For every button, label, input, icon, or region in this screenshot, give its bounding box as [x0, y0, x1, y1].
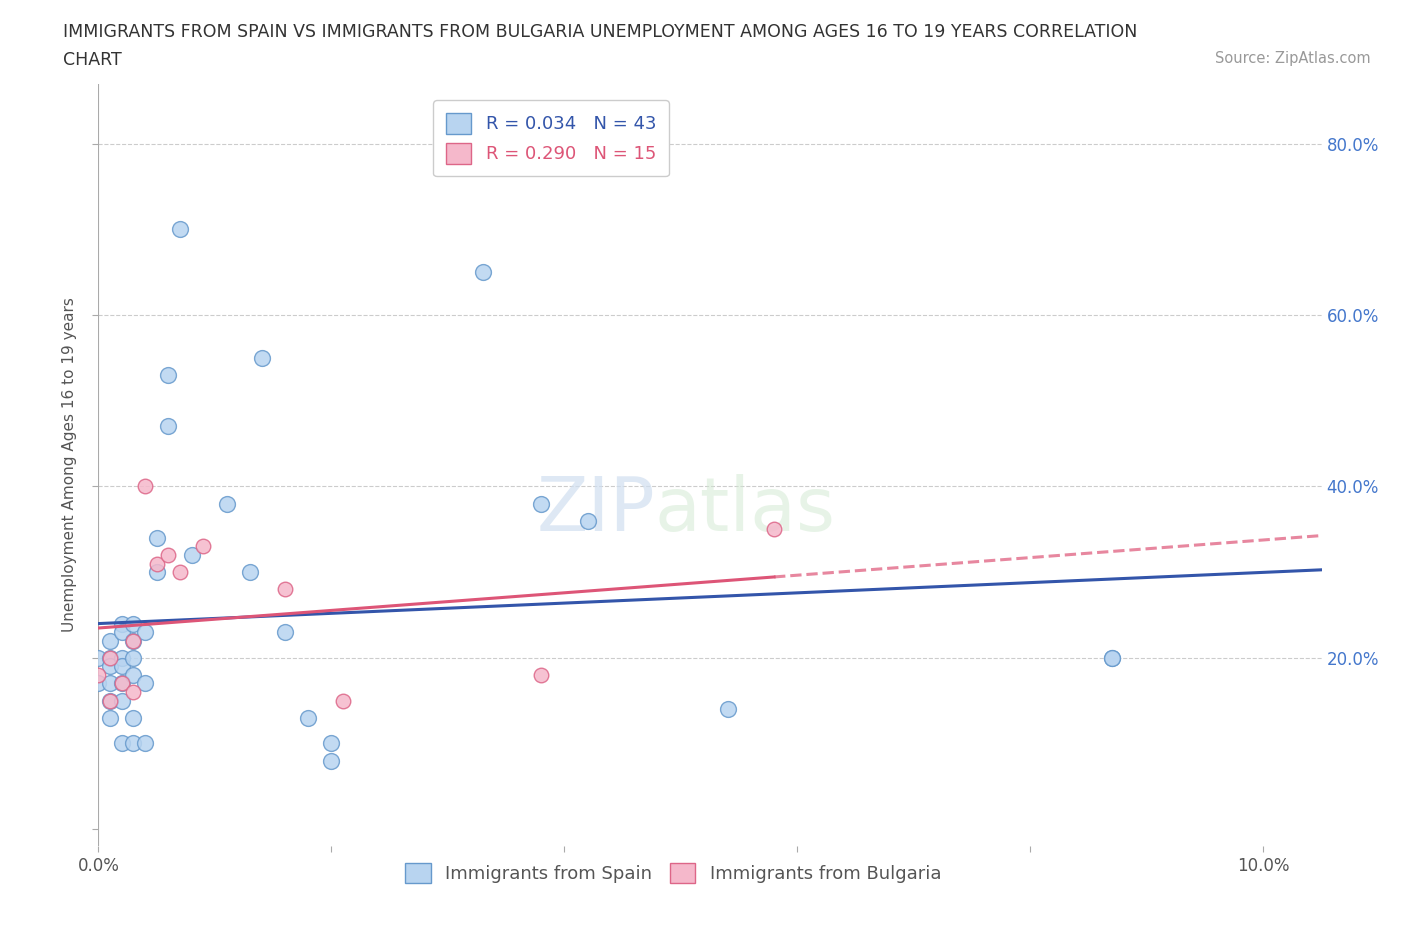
Point: [250, 351, 273, 365]
Point: [134, 676, 156, 691]
Point: [111, 616, 134, 631]
Point: [111, 650, 134, 665]
Point: [122, 633, 145, 648]
Point: [169, 222, 191, 237]
Point: [98, 711, 121, 725]
Point: [530, 668, 553, 683]
Point: [111, 676, 134, 691]
Point: [122, 650, 145, 665]
Point: [122, 711, 145, 725]
Point: [122, 736, 145, 751]
Point: [98, 693, 121, 708]
Point: [145, 556, 167, 571]
Point: [87, 668, 110, 683]
Text: Source: ZipAtlas.com: Source: ZipAtlas.com: [1215, 51, 1371, 66]
Point: [134, 736, 156, 751]
Point: [297, 711, 319, 725]
Text: IMMIGRANTS FROM SPAIN VS IMMIGRANTS FROM BULGARIA UNEMPLOYMENT AMONG AGES 16 TO : IMMIGRANTS FROM SPAIN VS IMMIGRANTS FROM…: [63, 23, 1137, 41]
Point: [321, 753, 343, 768]
Point: [87, 650, 110, 665]
Point: [98, 650, 121, 665]
Point: [122, 633, 145, 648]
Point: [111, 625, 134, 640]
Point: [98, 650, 121, 665]
Point: [98, 659, 121, 674]
Point: [134, 625, 156, 640]
Point: [180, 548, 202, 563]
Legend: Immigrants from Spain, Immigrants from Bulgaria: Immigrants from Spain, Immigrants from B…: [398, 856, 949, 891]
Point: [215, 496, 238, 511]
Text: atlas: atlas: [655, 474, 837, 547]
Point: [111, 659, 134, 674]
Point: [157, 419, 180, 434]
Point: [111, 676, 134, 691]
Point: [122, 684, 145, 699]
Text: CHART: CHART: [63, 51, 122, 69]
Point: [193, 539, 215, 554]
Point: [111, 693, 134, 708]
Text: ZIP: ZIP: [536, 474, 655, 547]
Point: [122, 668, 145, 683]
Point: [98, 633, 121, 648]
Point: [716, 702, 738, 717]
Point: [87, 676, 110, 691]
Point: [471, 265, 494, 280]
Point: [274, 625, 297, 640]
Point: [1101, 650, 1123, 665]
Point: [157, 548, 180, 563]
Point: [122, 616, 145, 631]
Point: [763, 522, 786, 537]
Point: [98, 693, 121, 708]
Point: [134, 479, 156, 494]
Point: [98, 676, 121, 691]
Point: [274, 582, 297, 597]
Point: [169, 565, 191, 579]
Point: [239, 565, 262, 579]
Point: [332, 693, 354, 708]
Point: [157, 367, 180, 382]
Point: [145, 565, 167, 579]
Point: [111, 736, 134, 751]
Point: [145, 530, 167, 545]
Point: [576, 513, 599, 528]
Point: [1101, 650, 1123, 665]
Point: [321, 736, 343, 751]
Y-axis label: Unemployment Among Ages 16 to 19 years: Unemployment Among Ages 16 to 19 years: [62, 298, 77, 632]
Point: [530, 496, 553, 511]
